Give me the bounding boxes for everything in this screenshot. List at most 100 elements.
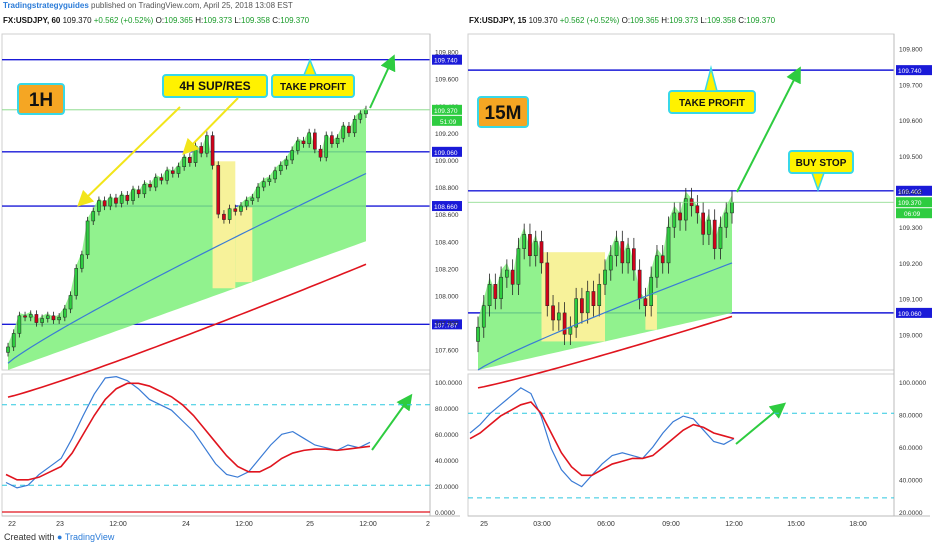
price-tick-label: 107.600: [435, 348, 459, 355]
open-label: O:: [622, 16, 630, 25]
candle-body: [125, 194, 130, 201]
candle-body: [347, 125, 351, 134]
change-value: +0.562 (+0.52%): [94, 16, 154, 25]
candle-body: [28, 314, 33, 318]
symbol-title: FX:USDJPY, 60 109.370 +0.562 (+0.52%) O:…: [3, 16, 310, 25]
candle-body: [568, 326, 573, 335]
candle-body: [278, 165, 283, 172]
countdown-tag: [432, 115, 462, 126]
time-tick-label: 12:00: [725, 521, 743, 528]
candle-body: [74, 268, 79, 296]
high-label: H:: [195, 16, 203, 25]
price-tick-label: 109.300: [899, 225, 923, 232]
candle-body: [626, 248, 630, 264]
candle-body: [637, 269, 642, 299]
stoch-d-line: [5, 382, 371, 481]
moving-average-slow: [477, 315, 733, 389]
candle-body: [493, 284, 498, 299]
candle-body: [273, 170, 277, 180]
moving-average-fast: [7, 172, 367, 364]
candle-body: [182, 156, 186, 167]
candle-body: [176, 166, 181, 174]
callout-label: TAKE PROFIT: [679, 98, 745, 109]
candle-body: [318, 148, 323, 158]
stoch-pane: [1, 373, 431, 517]
candle-body: [505, 269, 509, 278]
candle-body: [499, 276, 503, 299]
current-price-tag: [432, 104, 462, 115]
candle-body: [108, 197, 113, 207]
price-tick-label: 107.800: [435, 321, 459, 328]
candle-body: [528, 234, 532, 257]
level-price-tag: [432, 54, 462, 65]
moving-average-fast: [477, 262, 733, 371]
price-tick-label: 108.600: [435, 212, 459, 219]
candle-body: [574, 298, 578, 328]
candle-body: [603, 269, 607, 285]
candle-body: [256, 186, 260, 199]
close-label: C:: [738, 16, 746, 25]
publisher-link[interactable]: Tradingstrategyguides: [3, 1, 89, 10]
stoch-k-line: [469, 387, 735, 488]
footer-tradingview[interactable]: TradingView: [64, 532, 115, 542]
stoch-pane: [467, 373, 895, 517]
trend-arrow: [735, 402, 787, 445]
timeframe-badge: [17, 83, 65, 115]
candle-body: [284, 159, 289, 166]
candle-body: [34, 314, 39, 323]
stoch-tick-label: 0.0000: [435, 510, 455, 517]
level-price-tag: [896, 65, 932, 76]
chart-panel-1h: FX:USDJPY, 60 109.370 +0.562 (+0.52%) O:…: [0, 12, 462, 530]
candle-body: [556, 312, 561, 321]
candle-body: [614, 241, 619, 257]
candle-body: [307, 132, 311, 144]
low-label: L:: [234, 16, 241, 25]
pullback-zone: [212, 161, 236, 289]
candle-body: [165, 170, 169, 181]
price-tick-label: 109.500: [899, 154, 923, 161]
candle-body: [562, 312, 567, 335]
candle-body: [313, 132, 317, 150]
level-price-tag: [896, 185, 932, 196]
candle-body: [244, 200, 249, 207]
candle-body: [45, 315, 50, 319]
candle-body: [580, 298, 584, 314]
candle-body: [545, 262, 550, 306]
chart-panel-15m: FX:USDJPY, 15 109.370 +0.562 (+0.52%) O:…: [466, 12, 932, 530]
candle-body: [193, 146, 198, 163]
footer: Created with ● TradingView: [4, 532, 114, 542]
candle-body: [261, 181, 266, 188]
candle-body: [649, 276, 654, 306]
moving-average-slow: [7, 263, 367, 398]
candle-body: [620, 241, 625, 264]
stoch-tick-label: 100.0000: [435, 380, 462, 387]
candle-body: [131, 189, 135, 201]
price-tick-label: 108.800: [435, 185, 459, 192]
candle-body: [666, 226, 671, 264]
time-tick-label: 25: [306, 521, 314, 528]
candle-body: [119, 194, 124, 204]
change-value: +0.562 (+0.52%): [560, 16, 620, 25]
candle-body: [153, 177, 158, 188]
candle-body: [730, 201, 734, 214]
publish-text: published on TradingView.com, April 25, …: [91, 1, 293, 10]
candle-body: [718, 226, 723, 249]
low-value: 109.358: [707, 16, 736, 25]
price-tick-label: 109.200: [899, 261, 923, 268]
candle-body: [341, 125, 346, 139]
candle-body: [136, 189, 141, 195]
level-price-label: 109.740: [898, 68, 922, 75]
last-price: 109.370: [63, 16, 92, 25]
bar-countdown: 51:09: [440, 119, 457, 126]
candle-body: [188, 156, 192, 163]
candle-body: [148, 184, 152, 188]
price-tick-label: 108.000: [435, 293, 459, 300]
price-tick-label: 108.400: [435, 239, 459, 246]
bar-countdown: 06:09: [904, 211, 921, 218]
candle-body: [142, 184, 147, 195]
candle-body: [290, 150, 294, 161]
time-tick-label: 23: [56, 521, 64, 528]
callout-box: [162, 74, 268, 98]
trend-arrow: [371, 393, 413, 451]
stoch-k-line: [5, 376, 371, 489]
